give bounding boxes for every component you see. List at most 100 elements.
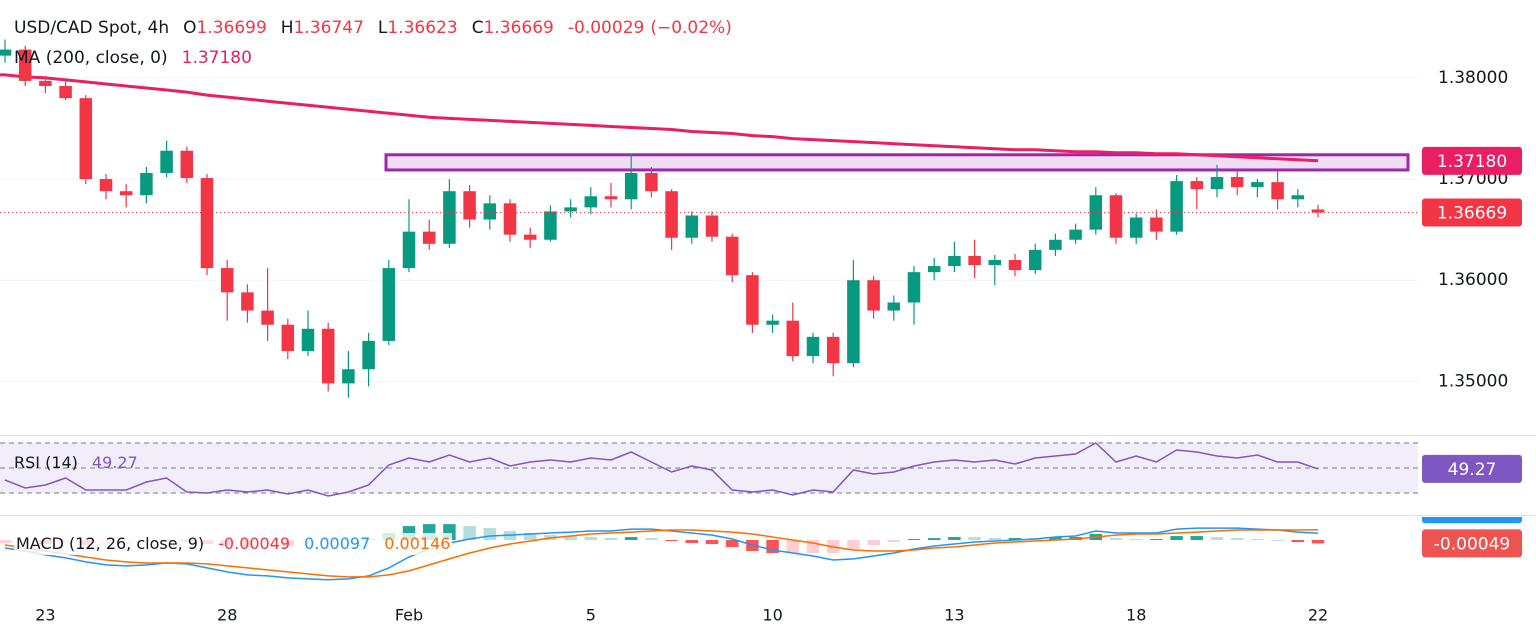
ohlc-label: H [280, 18, 294, 38]
candle-body [564, 207, 577, 212]
y-tick-label: 1.35000 [1438, 371, 1508, 391]
resistance-zone [384, 153, 1410, 172]
candle-body [665, 191, 678, 238]
change-percent: (−0.02%) [650, 18, 732, 38]
badge-background [1422, 529, 1522, 558]
macd-histogram-bar [968, 537, 981, 541]
candle-body [1311, 209, 1325, 213]
macd-histogram-bar [1251, 539, 1264, 541]
candle-body [483, 203, 497, 220]
macd-series-value: 0.00097 [304, 534, 371, 553]
candle-body [301, 328, 315, 352]
price-badge: -0.00049 [1422, 529, 1522, 558]
macd-histogram-bar [1008, 537, 1022, 541]
candle-body [99, 179, 113, 192]
macd-histogram-bar [1109, 537, 1123, 541]
macd-histogram-bar [786, 540, 800, 553]
candle-body [443, 191, 456, 244]
moving-average-line [0, 73, 1319, 163]
candle-body [766, 320, 779, 325]
x-tick-label: 28 [217, 606, 237, 625]
badge-label: 0.00097 [1437, 500, 1507, 520]
rsi-value: 49.27 [91, 453, 138, 472]
badge-background [1422, 517, 1522, 524]
candle-body [281, 324, 295, 352]
candle-body [887, 302, 901, 311]
change-value: -0.00029 [567, 18, 645, 38]
candle-body [241, 292, 254, 311]
macd-histogram-bar [0, 540, 12, 544]
candle-body [645, 172, 658, 192]
candle-body [362, 340, 375, 370]
macd-histogram-bar [867, 540, 880, 546]
macd-histogram-bar [645, 538, 658, 541]
candle-body [321, 328, 335, 384]
x-tick-label: Feb [395, 606, 423, 625]
price-badge: 1.36669 [1422, 198, 1522, 227]
macd-histogram-bar [725, 540, 739, 547]
y-tick-label: 1.36000 [1438, 270, 1508, 290]
price-badge: 49.27 [1422, 454, 1522, 483]
macd-histogram-bar [584, 537, 598, 541]
candle-body [746, 275, 759, 325]
candle-body [1291, 195, 1305, 200]
ma-name: MA (200, close, 0) [14, 48, 168, 68]
macd-histogram-bar [847, 540, 860, 549]
macd-histogram-bar [1170, 536, 1183, 541]
candle-body [1230, 177, 1244, 188]
macd-histogram-bar [1311, 540, 1325, 544]
macd-line [4, 529, 1319, 578]
candle-body [39, 80, 52, 86]
candle-body [1069, 229, 1082, 240]
candle-body [382, 268, 396, 341]
macd-histogram-bar [705, 540, 719, 545]
candle-body [1271, 182, 1284, 200]
macd-histogram-bar [988, 537, 1002, 541]
ohlc-label: L [377, 18, 388, 38]
candle-body [867, 280, 880, 311]
candle-body [604, 196, 618, 200]
candle-body [160, 150, 173, 173]
x-tick-label: 22 [1308, 606, 1328, 625]
x-tick-label: 13 [944, 606, 964, 625]
ma-value: 1.37180 [181, 48, 252, 68]
candle-body [927, 266, 941, 273]
candle-body [1150, 217, 1163, 232]
macd-histogram-bar [483, 528, 497, 541]
candle-body [584, 196, 598, 208]
macd-histogram-value: -0.00049 [218, 534, 291, 553]
candle-body [968, 255, 981, 266]
candle-body [1109, 195, 1123, 238]
candle-body [200, 178, 214, 269]
candle-body [847, 280, 860, 364]
candle-body [79, 98, 93, 180]
candle-body [685, 215, 699, 238]
candle-body [948, 255, 961, 267]
candle-body [180, 150, 194, 179]
candle-body [463, 191, 476, 220]
rsi-name: RSI (14) [14, 453, 78, 472]
x-tick-label: 5 [586, 606, 596, 625]
macd-histogram-bar [1271, 540, 1284, 541]
candle-body [59, 85, 72, 99]
candle-body [725, 236, 739, 276]
macd-histogram-bar [523, 533, 537, 541]
candle-body [1170, 181, 1183, 232]
candle-body [544, 211, 557, 240]
candle-body [119, 191, 133, 196]
macd-histogram-bar [1049, 537, 1062, 541]
candle-body [1089, 195, 1103, 230]
macd-legend: MACD (12, 26, close, 9) -0.00049 0.00097 0.… [14, 533, 453, 555]
badge-label: 1.37180 [1437, 152, 1507, 172]
candle-body [402, 231, 416, 269]
ohlc-label: O [183, 18, 197, 38]
macd-histogram-bar [887, 540, 901, 543]
candle-body [342, 369, 355, 384]
price-badge: 0.00097 [1422, 500, 1522, 524]
y-tick-label: 1.38000 [1438, 68, 1508, 88]
badge-label: 1.36669 [1437, 204, 1507, 224]
badge-background [1422, 454, 1522, 483]
candle-body [1028, 249, 1042, 271]
rsi-band [0, 443, 1418, 493]
